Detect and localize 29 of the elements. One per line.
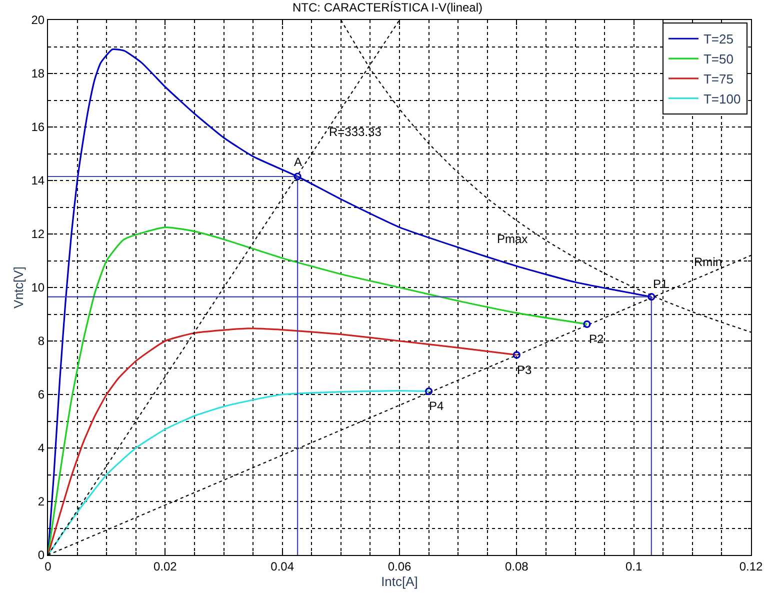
- x-tick-label: 0.1: [625, 559, 642, 574]
- y-tick-label: 14: [31, 174, 45, 188]
- y-tick-label: 0: [38, 548, 45, 562]
- x-tick-label: 0.02: [153, 559, 178, 574]
- y-axis-title: Vntc[V]: [11, 266, 26, 308]
- x-tick-label: 0.08: [504, 559, 529, 574]
- y-tick-label: 6: [38, 388, 45, 402]
- y-tick-label: 8: [38, 334, 45, 348]
- x-tick-label: 0.12: [739, 559, 763, 574]
- annotation: Pmax: [497, 232, 528, 246]
- y-tick-label: 12: [31, 227, 45, 242]
- legend-label: T=75: [703, 71, 734, 86]
- x-tick-label: 0.04: [270, 559, 294, 574]
- legend-label: T=100: [703, 91, 741, 106]
- legend-label: T=25: [703, 32, 734, 47]
- y-tick-label: 4: [38, 441, 45, 456]
- annotation: P2: [589, 332, 604, 346]
- y-tick-label: 16: [31, 120, 45, 134]
- x-axis-title: Intc[A]: [381, 574, 418, 589]
- chart-title: NTC: CARACTERÍSTICA I-V(lineal): [292, 0, 483, 14]
- y-tick-label: 18: [31, 66, 45, 81]
- annotation: R=333.33: [329, 125, 382, 139]
- y-tick-label: 20: [31, 13, 45, 28]
- legend-label: T=50: [703, 52, 734, 67]
- x-tick-label: 0.06: [388, 559, 412, 574]
- annotation: A: [294, 155, 302, 169]
- y-tick-label: 10: [31, 280, 45, 295]
- annotation: P4: [429, 399, 444, 413]
- y-tick-label: 2: [38, 494, 45, 509]
